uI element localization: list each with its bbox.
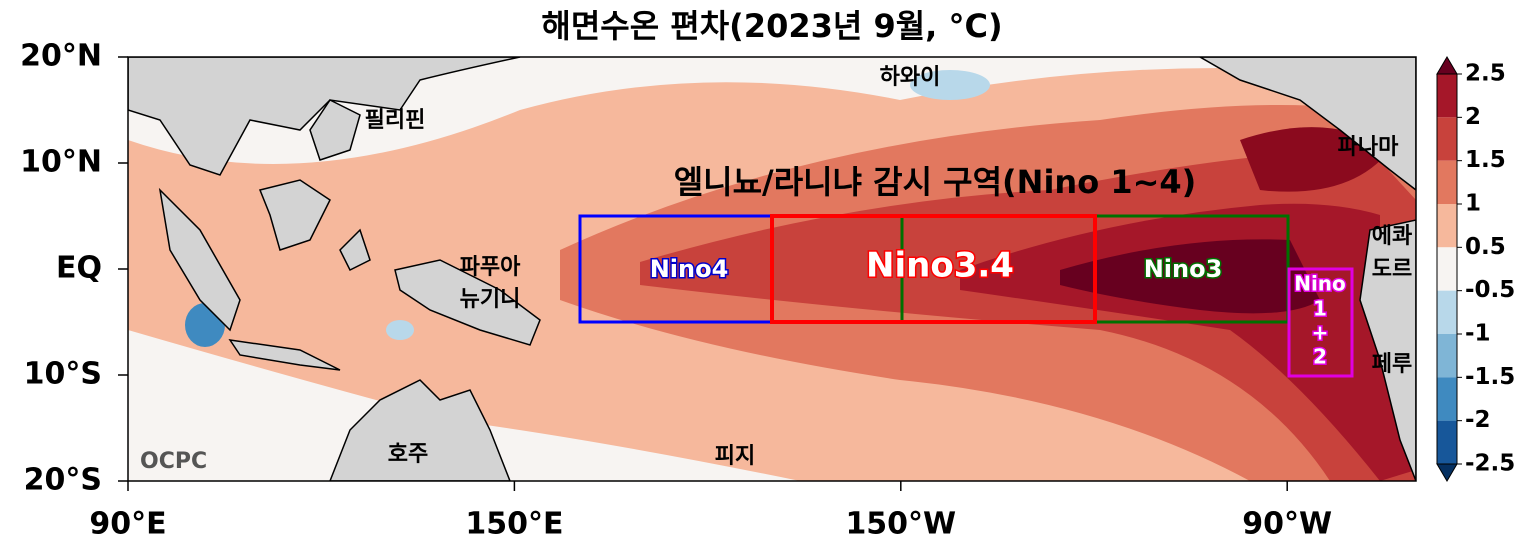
land (128, 57, 1416, 481)
place-label: 호주 (388, 442, 428, 467)
colorbar-band (1437, 204, 1457, 248)
colorbar-band (1437, 334, 1457, 378)
x-tick-label: 150°E (465, 507, 563, 542)
region-label: Nino3 (1144, 255, 1223, 283)
colorbar-frame (1436, 73, 1458, 465)
x-tick-label: 150°W (845, 507, 956, 542)
title: 해면수온 편차(2023년 9월, °C) (541, 7, 1002, 45)
credit: OCPC (140, 449, 207, 474)
region-label: 2 (1313, 345, 1327, 369)
colorbar-band (1437, 420, 1457, 464)
colorbar-tick-label: 0.5 (1465, 234, 1506, 260)
colorbar-tick-label: -1.5 (1465, 364, 1515, 390)
x-tick-label: 90°W (1242, 507, 1332, 542)
place-label: 도르 (1372, 257, 1412, 282)
place-label: 뉴기니 (460, 287, 521, 312)
region-label: Nino3.4 (866, 246, 1014, 286)
colorbar-band (1437, 74, 1457, 118)
nino34-box (770, 214, 1097, 324)
place-label: 필리핀 (365, 108, 426, 133)
colorbar-tick-label: -0.5 (1465, 277, 1515, 303)
colorbar-tick-label: 2 (1465, 104, 1481, 130)
anomaly-neg (386, 320, 414, 340)
colorbar-band (1437, 160, 1457, 204)
place-label: 페루 (1372, 352, 1412, 377)
region-label: Nino (1294, 272, 1346, 296)
y-tick-label: 10°S (24, 357, 102, 392)
colorbar-tick-label: -2 (1465, 407, 1491, 433)
anomaly-neg (910, 70, 990, 100)
monitor-title: 엘니뇨/라니냐 감시 구역(Nino 1~4) (674, 163, 1197, 201)
colorbar-tick-label: 2.5 (1465, 61, 1506, 87)
colorbar-band (1437, 377, 1457, 421)
colorbar-tick-label: 1.5 (1465, 147, 1506, 173)
region-label: + (1312, 321, 1329, 345)
y-tick-label: EQ (56, 251, 102, 286)
nino12-box (1287, 267, 1354, 378)
colorbar-tick-label: -1 (1465, 321, 1491, 347)
y-tick-label: 20°S (24, 463, 102, 498)
colorbar-band (1437, 117, 1457, 161)
colorbar-band (1437, 247, 1457, 291)
place-label: 에콰 (1372, 224, 1412, 249)
anomaly-2-5 (1060, 239, 1320, 314)
region-label: Nino4 (650, 255, 729, 283)
colorbar-extend (1436, 463, 1458, 482)
anomaly-2-5 (1240, 127, 1390, 192)
place-label: 피지 (715, 444, 755, 469)
x-tick-label: 90°E (89, 507, 166, 542)
place-label: 파푸아 (460, 255, 521, 280)
region-label: 1 (1313, 297, 1327, 321)
colorbar-tick-label: 1 (1465, 191, 1481, 217)
y-tick-label: 10°N (20, 145, 102, 180)
colorbar-extend (1436, 56, 1458, 75)
colorbar-tick-label: -2.5 (1465, 451, 1515, 477)
place-label: 하와이 (880, 65, 941, 90)
place-label: 파나마 (1338, 135, 1399, 160)
y-tick-label: 20°N (20, 39, 102, 74)
colorbar-band (1437, 290, 1457, 334)
